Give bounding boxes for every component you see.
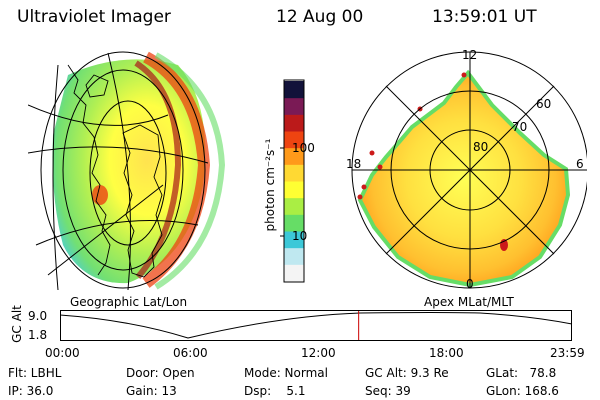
- door-status: Door: Open: [126, 366, 195, 380]
- colorbar-segment: [284, 247, 304, 265]
- glon-status: GLon: 168.6: [486, 384, 559, 398]
- altitude-plot: [60, 310, 573, 341]
- date-label: 12 Aug 00: [276, 7, 364, 27]
- polar-plot: [351, 51, 587, 289]
- altitude-ytick-min: 1.8: [28, 328, 48, 342]
- time-tick-0000: 00:00: [45, 346, 80, 360]
- gc-alt-status: GC Alt: 9.3 Re: [365, 366, 449, 380]
- colorbar-segment: [284, 131, 304, 149]
- colorbar-tick-100: 100: [292, 141, 315, 155]
- colorbar-segment: [284, 231, 304, 249]
- colorbar-segment: [284, 147, 304, 165]
- glat-status: GLat: 78.8: [486, 366, 557, 380]
- mlt-label-18: 18: [346, 157, 362, 171]
- filter-status: Flt: LBHL: [8, 366, 62, 380]
- colorbar-segment: [284, 97, 304, 115]
- time-tick-0600: 06:00: [173, 346, 208, 360]
- geographic-caption: Geographic Lat/Lon: [70, 295, 188, 309]
- colorbar: [280, 79, 305, 283]
- polar-caption: Apex MLat/MLT: [424, 295, 514, 309]
- mlat-label-80: 80: [473, 140, 489, 154]
- instrument-title: Ultraviolet Imager: [17, 7, 171, 27]
- mode-status: Mode: Normal: [244, 366, 328, 380]
- time-label: 13:59:01 UT: [432, 7, 537, 27]
- mlat-label-60: 60: [536, 97, 552, 111]
- colorbar-segment: [284, 164, 304, 182]
- time-tick-1800: 18:00: [429, 346, 464, 360]
- colorbar-segment: [284, 181, 304, 199]
- mlat-label-70: 70: [512, 120, 528, 134]
- altitude-axis-label: GC Alt: [10, 305, 24, 343]
- altitude-ytick-max: 9.0: [28, 309, 48, 323]
- colorbar-tick-10: 10: [292, 229, 308, 243]
- colorbar-segment: [284, 197, 304, 215]
- time-tick-1200: 12:00: [301, 346, 336, 360]
- colorbar-unit-label: photon cm⁻²s⁻¹: [263, 138, 277, 232]
- mlt-label-0: 0: [466, 277, 474, 291]
- geographic-image: [28, 51, 226, 291]
- seq-status: Seq: 39: [365, 384, 411, 398]
- gain-status: Gain: 13: [126, 384, 177, 398]
- dsp-status: Dsp: 5.1: [244, 384, 306, 398]
- colorbar-segment: [284, 114, 304, 132]
- mlt-label-12: 12: [462, 48, 478, 62]
- colorbar-segment: [284, 81, 304, 99]
- time-tick-2359: 23:59: [550, 346, 585, 360]
- colorbar-segment: [284, 264, 304, 282]
- colorbar-segment: [284, 214, 304, 232]
- mlt-label-6: 6: [576, 157, 584, 171]
- ip-status: IP: 36.0: [8, 384, 54, 398]
